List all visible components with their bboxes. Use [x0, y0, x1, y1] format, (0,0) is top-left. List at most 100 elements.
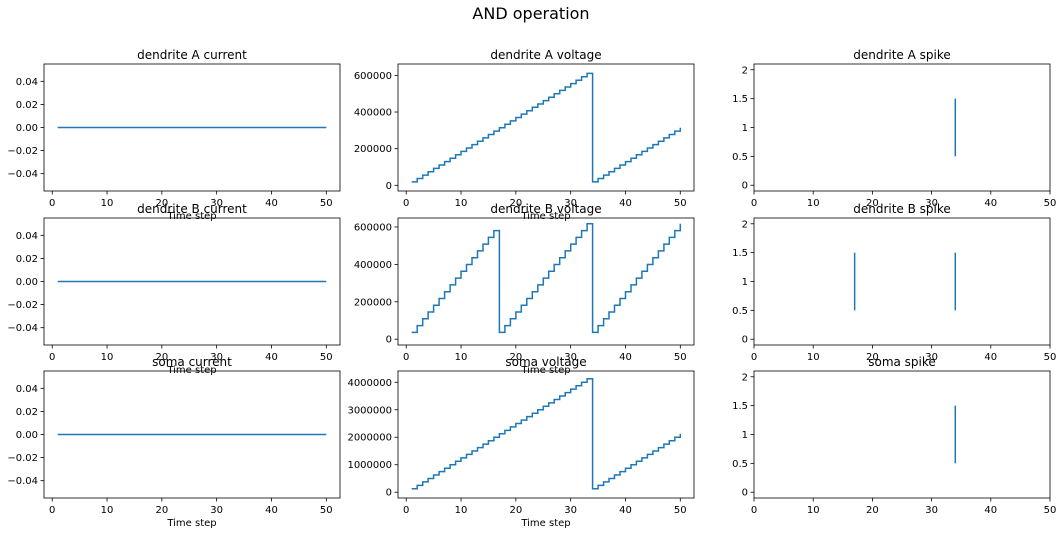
x-tick-label: 20 [155, 198, 168, 209]
y-tick-label: 0.04 [16, 77, 38, 88]
x-tick-label: 10 [455, 198, 468, 209]
y-tick-label: 1.5 [732, 401, 748, 412]
x-tick-label: 20 [866, 505, 879, 516]
y-tick-label: 4000000 [347, 378, 392, 389]
dendrite-a-voltage-xlabel: Time step [520, 211, 570, 222]
x-tick-label: 0 [751, 198, 757, 209]
y-tick-label: 2 [742, 372, 748, 383]
x-tick-label: 20 [155, 505, 168, 516]
dendrite-a-spike-frame [753, 63, 1051, 192]
y-tick-label: 400000 [354, 260, 392, 271]
dendrite-a-voltage-axes: 0 10 20 30 40 50 0 200000 400000 600000 Time step [354, 63, 695, 222]
x-tick-label: 20 [509, 505, 522, 516]
x-tick-label: 0 [403, 505, 409, 516]
dendrite-a-current-xlabel: Time step [166, 211, 216, 222]
x-tick-label: 40 [619, 198, 632, 209]
dendrite-b-current-frame [43, 217, 341, 346]
y-tick-label: −0.04 [7, 323, 38, 334]
x-tick-label: 0 [751, 505, 757, 516]
x-tick-label: 50 [674, 198, 687, 209]
y-tick-label: 1000000 [347, 460, 392, 471]
y-tick-label: 0.02 [16, 100, 38, 111]
x-tick-label: 50 [320, 352, 333, 363]
x-tick-label: 40 [265, 505, 278, 516]
x-tick-label: 40 [619, 505, 632, 516]
x-tick-label: 30 [925, 198, 938, 209]
dendrite-b-spike-title: dendrite B spike [853, 202, 951, 216]
y-tick-label: 1 [742, 430, 748, 441]
y-tick-label: 2 [742, 219, 748, 230]
dendrite-b-current-axes: 0 10 20 30 40 50 −0.04 −0.02 0.00 0.02 0.04 Time st… [7, 217, 341, 376]
dendrite-a-spike-axes: 0 10 20 30 40 50 0 0.5 1 1.5 2 [732, 63, 1057, 209]
x-tick-label: 0 [403, 198, 409, 209]
y-tick-label: 0.04 [16, 384, 38, 395]
y-tick-label: 1.5 [732, 248, 748, 259]
x-tick-label: 40 [265, 352, 278, 363]
dendrite-a-spike-title: dendrite A spike [853, 48, 951, 62]
soma-spike-axes: 0 10 20 30 40 50 0 0.5 1 1.5 2 [732, 370, 1056, 516]
x-tick-label: 30 [210, 198, 223, 209]
x-tick-label: 10 [807, 352, 820, 363]
soma-current-xlabel: Time step [166, 518, 216, 529]
y-tick-label: 200000 [354, 297, 392, 308]
x-tick-label: 30 [564, 352, 577, 363]
x-tick-label: 30 [925, 352, 938, 363]
y-tick-label: 0 [386, 181, 392, 192]
y-tick-label: −0.02 [7, 453, 38, 464]
x-tick-label: 50 [674, 352, 687, 363]
figure-title: AND operation [472, 4, 590, 23]
y-tick-label: 600000 [354, 222, 392, 233]
y-tick-label: 0.5 [732, 306, 748, 317]
dendrite-b-voltage-series-line [411, 223, 682, 334]
soma-voltage-title: soma voltage [505, 355, 586, 369]
x-tick-label: 20 [509, 198, 522, 209]
y-tick-label: 600000 [354, 71, 392, 82]
x-tick-label: 20 [509, 352, 522, 363]
y-tick-label: −0.02 [7, 146, 38, 157]
dendrite-b-spike-frame [753, 217, 1051, 346]
soma-current-title: soma current [152, 355, 232, 369]
soma-spike-frame [753, 370, 1051, 499]
soma-voltage-frame [397, 370, 695, 499]
y-tick-label: −0.02 [7, 300, 38, 311]
x-tick-label: 20 [866, 352, 879, 363]
y-tick-label: 0.02 [16, 254, 38, 265]
y-tick-label: 2000000 [347, 433, 392, 444]
y-tick-label: 0 [742, 181, 748, 192]
y-tick-label: 1.5 [732, 94, 748, 105]
soma-voltage-series-line [411, 378, 682, 490]
x-tick-label: 0 [751, 352, 757, 363]
soma-current-frame [43, 370, 341, 499]
y-tick-label: 0.00 [16, 430, 38, 441]
y-tick-label: 2 [742, 65, 748, 76]
y-tick-label: 0.04 [16, 231, 38, 242]
dendrite-b-spike-axes: 0 10 20 30 40 50 0 0.5 1 1.5 2 [732, 217, 1057, 363]
x-tick-label: 0 [49, 198, 55, 209]
x-tick-label: 10 [807, 198, 820, 209]
x-tick-label: 10 [455, 505, 468, 516]
y-tick-label: 0.5 [732, 459, 748, 470]
soma-current-axes: 0 10 20 30 40 50 −0.04 −0.02 0.00 0.02 0.04 Time st… [7, 370, 341, 529]
x-tick-label: 50 [1044, 352, 1057, 363]
x-tick-label: 0 [49, 352, 55, 363]
y-tick-label: 0 [742, 335, 748, 346]
dendrite-b-current-xlabel: Time step [166, 365, 216, 376]
x-tick-label: 50 [674, 505, 687, 516]
x-tick-label: 0 [49, 505, 55, 516]
y-tick-label: 0.5 [732, 152, 748, 163]
x-tick-label: 50 [1044, 198, 1057, 209]
y-tick-label: 0 [386, 488, 392, 499]
dendrite-a-voltage-frame [397, 63, 695, 192]
y-tick-label: 1 [742, 123, 748, 134]
x-tick-label: 10 [101, 352, 114, 363]
dendrite-b-voltage-xlabel: Time step [520, 365, 570, 376]
dendrite-b-voltage-title: dendrite B voltage [490, 202, 601, 216]
x-tick-label: 30 [210, 352, 223, 363]
y-tick-label: −0.04 [7, 169, 38, 180]
dendrite-a-current-axes: 0 10 20 30 40 50 −0.04 −0.02 0.00 0.02 0.04 Time st… [7, 63, 341, 222]
y-tick-label: 1 [742, 277, 748, 288]
x-tick-label: 50 [320, 505, 333, 516]
x-tick-label: 10 [101, 198, 114, 209]
